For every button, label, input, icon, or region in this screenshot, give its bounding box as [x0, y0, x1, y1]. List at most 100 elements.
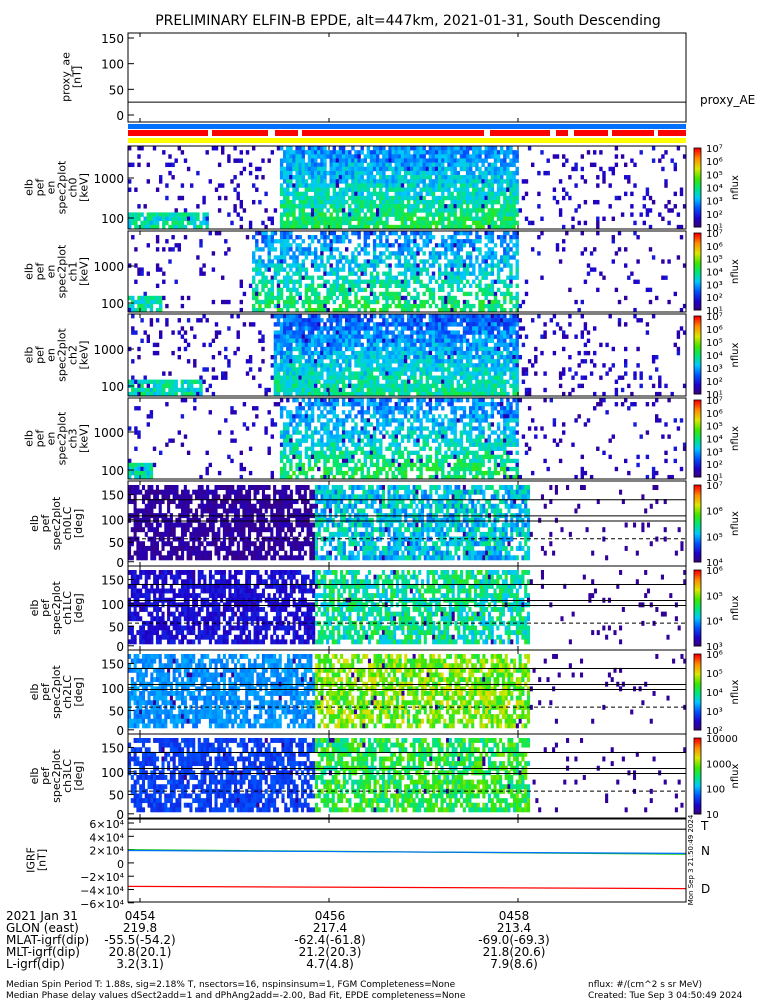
- heatmap-cell: [394, 355, 398, 360]
- heatmap-cell: [438, 183, 442, 188]
- heatmap-cell: [512, 387, 516, 393]
- heatmap-cell: [286, 299, 290, 305]
- heatmap-cell: [165, 391, 169, 397]
- heatmap-cell: [273, 367, 278, 372]
- heatmap-cell: [475, 275, 479, 280]
- heatmap-cell: [456, 330, 460, 335]
- heatmap-cell: [453, 170, 457, 176]
- colorbar-segment: [694, 283, 701, 286]
- heatmap-cell: [338, 391, 343, 397]
- heatmap-cell: [357, 179, 361, 184]
- heatmap-cell: [348, 314, 352, 319]
- heatmap-cell: [478, 391, 482, 397]
- heatmap-cell: [419, 224, 423, 230]
- colorbar-segment: [694, 163, 701, 167]
- heatmap-cell: [267, 295, 271, 301]
- heatmap-cell: [394, 279, 398, 284]
- heatmap-cell: [425, 371, 429, 376]
- heatmap-cell: [332, 183, 336, 188]
- heatmap-cell: [416, 158, 420, 163]
- heatmap-cell: [354, 350, 358, 356]
- heatmap-cell: [496, 191, 501, 197]
- heatmap-cell: [478, 179, 482, 184]
- heatmap-cell: [500, 330, 504, 335]
- heatmap-cell: [326, 291, 330, 297]
- heatmap-cell: [478, 247, 482, 252]
- heatmap-cell: [335, 326, 340, 331]
- heatmap-cell: [143, 295, 147, 301]
- heatmap-cell: [441, 162, 445, 168]
- heatmap-cell: [326, 216, 330, 221]
- heatmap-cell: [475, 162, 479, 168]
- heatmap-cell: [131, 299, 135, 305]
- colorbar-segment: [694, 323, 701, 327]
- heatmap-cell: [413, 267, 417, 272]
- heatmap-cell: [506, 150, 510, 155]
- heatmap-cell: [171, 162, 175, 168]
- heatmap-cell: [335, 279, 340, 284]
- heatmap-cell: [444, 158, 448, 163]
- heatmap-cell: [230, 438, 234, 443]
- heatmap-cell: [428, 326, 433, 331]
- heatmap-cell: [425, 212, 429, 217]
- heatmap-cell: [283, 371, 287, 376]
- heatmap-cell: [134, 212, 138, 217]
- heatmap-cell: [301, 162, 305, 168]
- heatmap-cell: [279, 375, 284, 380]
- heatmap-cell: [670, 158, 674, 163]
- heatmap-cell: [165, 220, 169, 226]
- heatmap-cell: [469, 239, 473, 244]
- heatmap-cell: [472, 387, 476, 393]
- heatmap-cell: [236, 346, 240, 352]
- heatmap-cell: [422, 359, 426, 364]
- heatmap-cell: [351, 387, 355, 393]
- heatmap-cell: [456, 271, 460, 276]
- heatmap-cell: [456, 367, 460, 372]
- heatmap-cell: [478, 326, 482, 331]
- heatmap-cell: [351, 170, 355, 176]
- heatmap-cell: [496, 154, 501, 159]
- heatmap-cell: [177, 355, 181, 360]
- heatmap-cell: [341, 299, 346, 305]
- heatmap-cell: [128, 146, 132, 151]
- heatmap-cell: [500, 179, 504, 184]
- heatmap-cell: [348, 391, 352, 397]
- heatmap-cell: [385, 318, 389, 323]
- heatmap-cell: [447, 212, 451, 217]
- heatmap-cell: [425, 391, 429, 397]
- heatmap-cell: [614, 287, 619, 293]
- heatmap-cell: [382, 146, 386, 151]
- heatmap-cell: [441, 371, 445, 376]
- heatmap-cell: [289, 150, 293, 155]
- heatmap-cell: [416, 162, 420, 168]
- heatmap-cell: [428, 187, 433, 192]
- heatmap-cell: [345, 355, 349, 360]
- heatmap-cell: [512, 204, 516, 209]
- heatmap-cell: [484, 379, 488, 384]
- heatmap-cell: [487, 355, 491, 360]
- heatmap-cell: [500, 267, 504, 272]
- heatmap-cell: [301, 318, 305, 323]
- heatmap-cell: [490, 283, 495, 288]
- heatmap-cell: [403, 326, 408, 331]
- heatmap-cell: [438, 179, 442, 184]
- heatmap-cell: [323, 387, 327, 393]
- heatmap-cell: [155, 283, 160, 288]
- heatmap-cell: [131, 375, 135, 380]
- heatmap-cell: [255, 307, 259, 313]
- heatmap-cell: [289, 255, 293, 260]
- heatmap-cell: [453, 220, 457, 226]
- ylabel-line: ch0: [67, 177, 80, 197]
- heatmap-cell: [338, 208, 343, 213]
- heatmap-cell: [165, 379, 169, 384]
- heatmap-cell: [465, 231, 470, 236]
- heatmap-cell: [673, 191, 677, 197]
- heatmap-cell: [292, 251, 296, 256]
- heatmap-cell: [310, 199, 315, 205]
- heatmap-cell: [400, 224, 405, 230]
- heatmap-cell: [338, 187, 343, 192]
- heatmap-cell: [586, 338, 591, 343]
- heatmap-cell: [397, 371, 402, 376]
- heatmap-cell: [400, 247, 405, 252]
- heatmap-cell: [447, 271, 451, 276]
